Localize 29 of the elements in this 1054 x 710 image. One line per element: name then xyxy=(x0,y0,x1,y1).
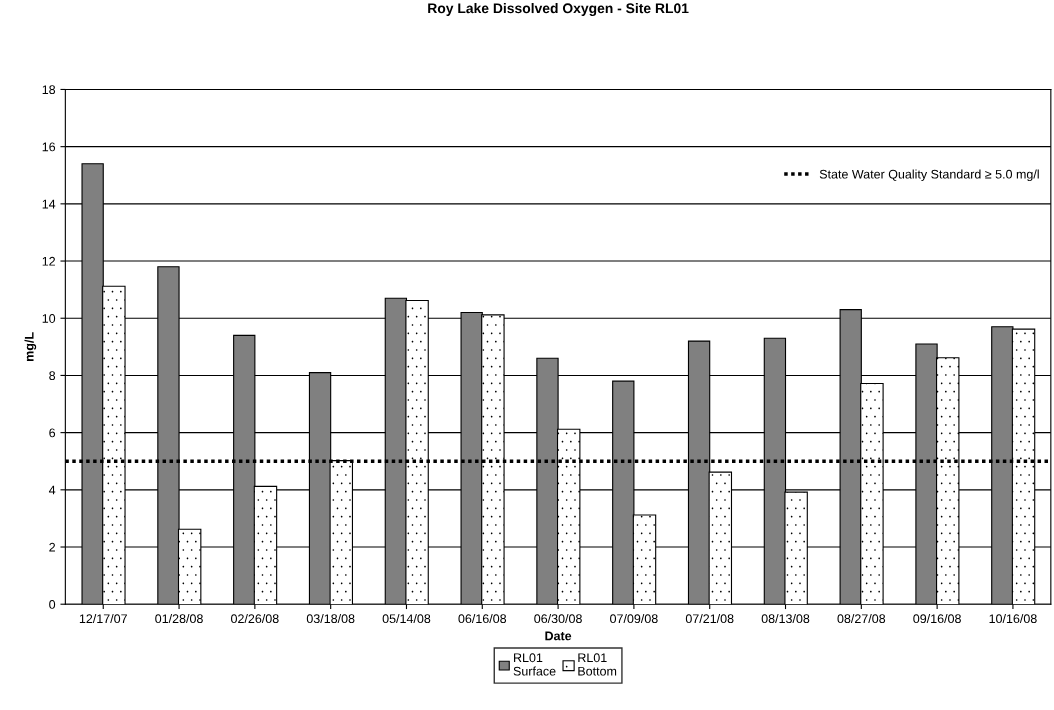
x-tick-label: 10/16/08 xyxy=(989,613,1037,624)
x-tick-label: 07/09/08 xyxy=(610,613,658,624)
x-axis-title: Date xyxy=(545,631,572,641)
y-tick-label: 4 xyxy=(48,485,56,495)
legend-label: RL01 Surface xyxy=(513,653,556,676)
y-tick-label: 18 xyxy=(42,85,56,95)
y-tick-label: 0 xyxy=(49,600,56,609)
y-tick-label: 12 xyxy=(42,256,55,266)
y-tick-label: 16 xyxy=(42,142,56,152)
y-tick-label: 8 xyxy=(49,371,56,381)
legend-label: State Water Quality Standard ≥ 5.0 mg/l xyxy=(819,169,1039,182)
x-tick-label: 08/13/08 xyxy=(761,613,810,624)
x-tick-label: 02/26/08 xyxy=(231,613,279,624)
x-tick-label: 06/16/08 xyxy=(458,613,507,624)
x-tick-label: 06/30/08 xyxy=(534,613,582,624)
legend-label: RL01 Bottom xyxy=(578,653,617,676)
y-tick-label: 6 xyxy=(49,428,56,438)
x-tick-label: 09/16/08 xyxy=(913,613,961,624)
x-tick-label: 03/18/08 xyxy=(306,613,355,624)
x-tick-label: 01/28/08 xyxy=(155,613,203,624)
y-tick-label: 2 xyxy=(49,542,55,552)
y-tick-label: 10 xyxy=(42,314,56,323)
x-tick-label: 08/27/08 xyxy=(837,613,886,624)
y-axis-title: mg/L xyxy=(24,332,37,361)
chart-title: Roy Lake Dissolved Oxygen - Site RL01 xyxy=(428,3,689,17)
x-tick-label: 12/17/07 xyxy=(79,613,127,624)
x-tick-label: 07/21/08 xyxy=(685,613,734,624)
x-tick-label: 05/14/08 xyxy=(382,613,431,624)
y-tick-label: 14 xyxy=(42,199,56,209)
